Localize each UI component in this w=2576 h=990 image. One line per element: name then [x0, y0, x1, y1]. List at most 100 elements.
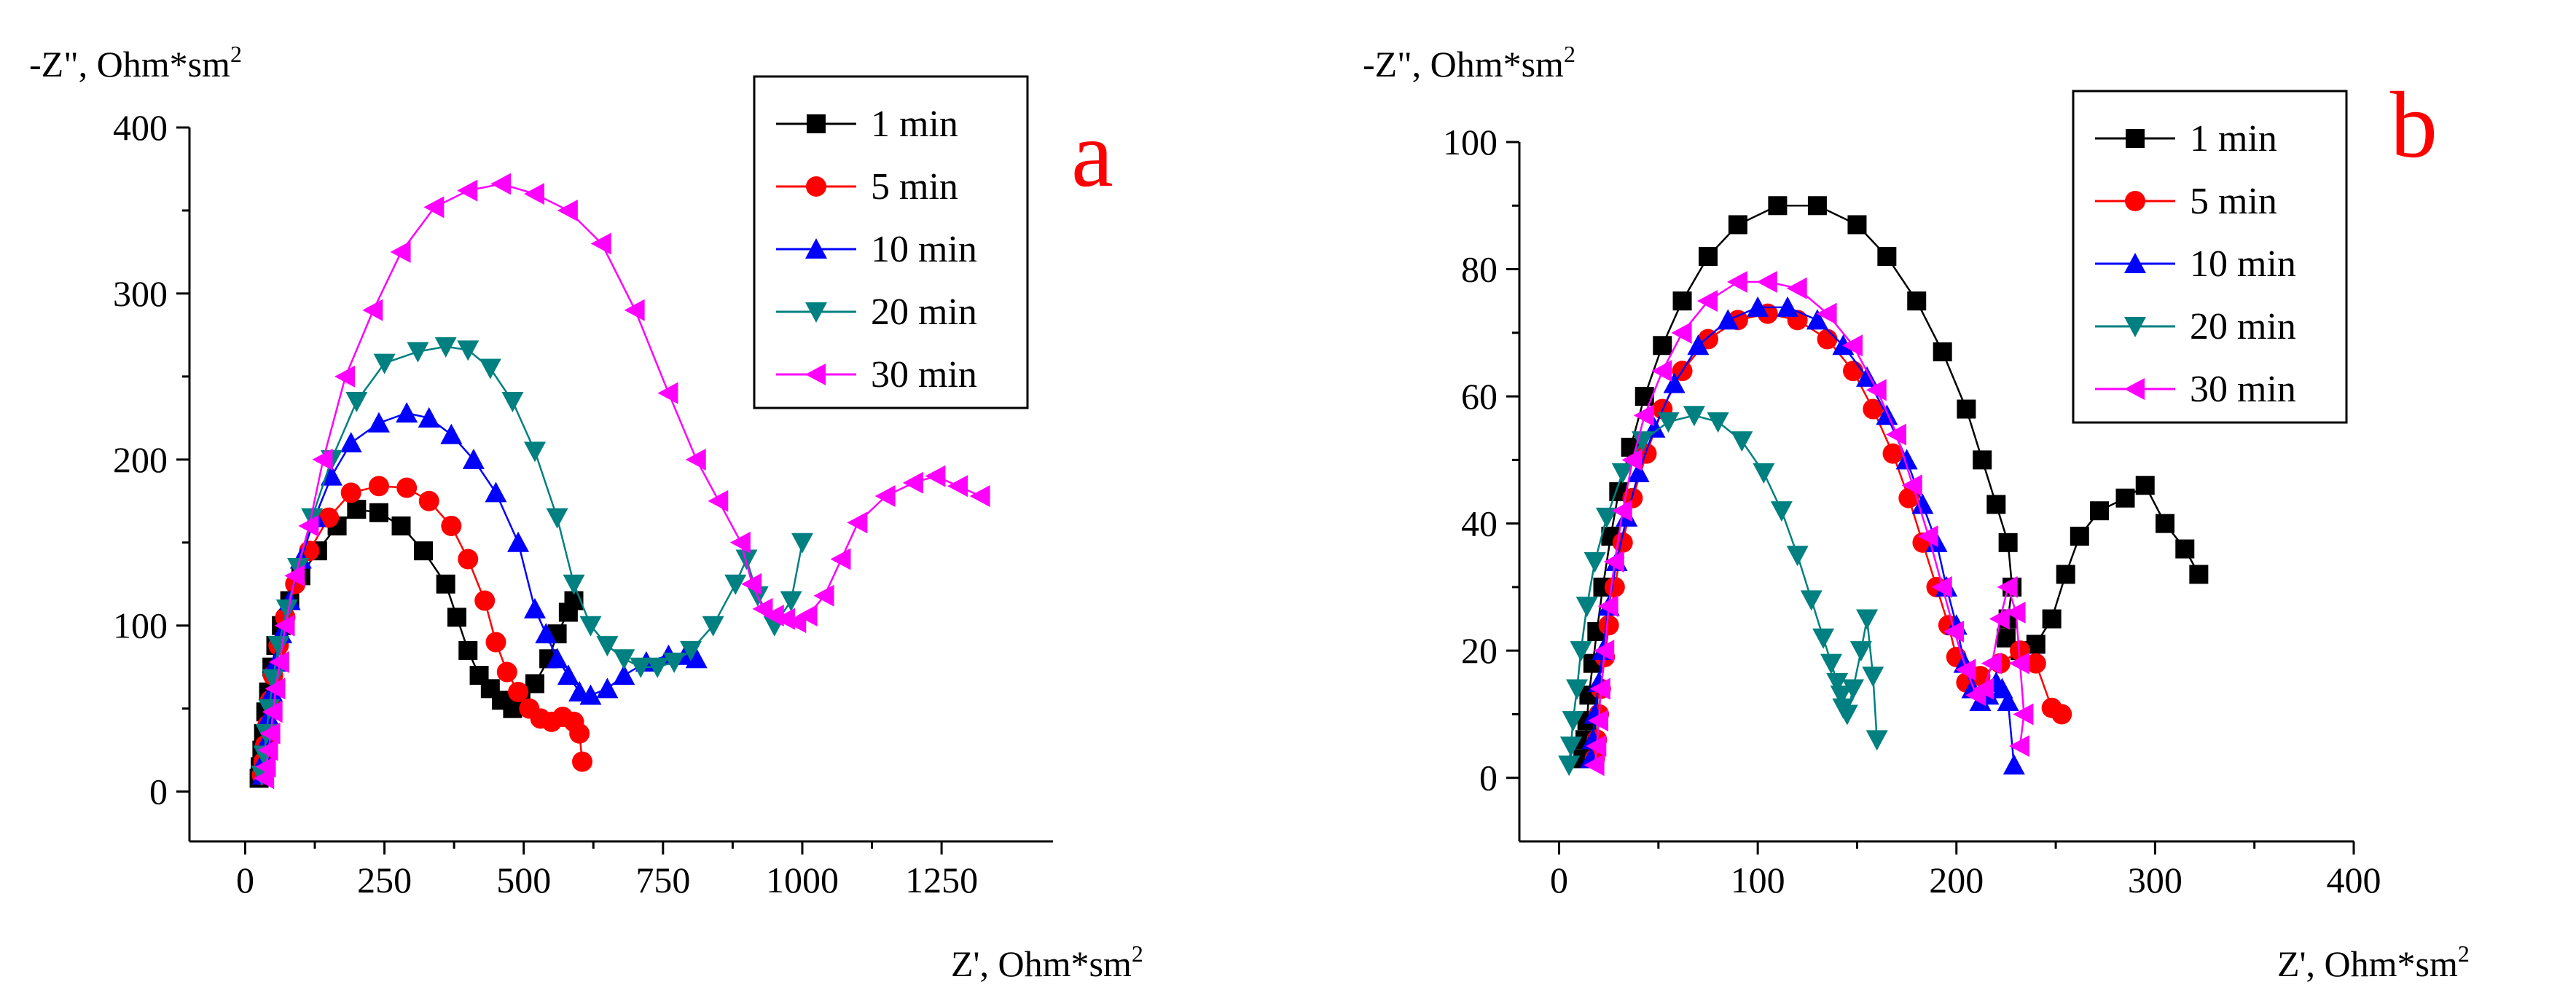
- panel-b-point-30-min: [1586, 735, 1607, 758]
- panel-b-x-tick-label: 200: [1929, 860, 1984, 900]
- panel-a-legend-label-30-min: 30 min: [871, 354, 977, 396]
- panel-a-point-20-min: [579, 616, 602, 637]
- panel-b-y-tick-label: 80: [1461, 249, 1498, 290]
- panel-b-point-30-min: [1633, 404, 1654, 427]
- panel-b-point-1-min: [2056, 565, 2075, 584]
- panel-a-legend-marker-20-min: [805, 302, 827, 323]
- panel-b-point-20-min: [1575, 597, 1598, 618]
- panel-b-point-1-min: [1653, 336, 1672, 355]
- panel-b-point-1-min: [2156, 514, 2175, 533]
- panel-b-point-10-min: [1747, 296, 1769, 317]
- panel-a-point-20-min: [457, 340, 479, 361]
- panel-a-point-30-min: [902, 471, 923, 494]
- panel-b-point-1-min: [2042, 609, 2062, 629]
- panel-b-point-30-min: [1611, 500, 1632, 522]
- panel-b-point-20-min: [1558, 755, 1581, 777]
- panel-b-point-30-min: [1989, 608, 2010, 630]
- panel-a-point-10-min: [557, 664, 579, 685]
- panel-b-legend-marker-20-min: [2124, 317, 2146, 337]
- panel-b-point-30-min: [1756, 271, 1777, 293]
- panel-b-point-1-min: [2135, 476, 2155, 495]
- panel-b-point-30-min: [1981, 652, 2002, 675]
- panel-a-point-30-min: [362, 299, 383, 321]
- panel-a-point-30-min: [874, 484, 896, 507]
- panel-b-point-30-min: [1597, 595, 1618, 618]
- panel-b-point-20-min: [1707, 412, 1729, 433]
- panel-b-point-30-min: [1901, 474, 1922, 497]
- panel-a-point-10-min: [596, 677, 619, 699]
- panel-b-point-10-min: [1832, 334, 1855, 355]
- panel-b-x-tick-label: 0: [1550, 860, 1568, 900]
- panel-a-point-30-min: [969, 484, 990, 507]
- panel-a-point-10-min: [418, 406, 440, 428]
- panel-a-legend-label-1-min: 1 min: [871, 103, 958, 145]
- panel-a-x-tick-label: 0: [236, 860, 254, 900]
- panel-a-point-30-min: [334, 365, 356, 388]
- panel-a-point-30-min: [947, 475, 968, 498]
- panel-b-point-5-min: [1863, 398, 1884, 420]
- panel-a-x-axis-title: Z', Ohm*sm2: [951, 940, 1143, 984]
- panel-b-point-1-min: [1768, 196, 1788, 216]
- panel-b-point-30-min: [1997, 575, 2018, 598]
- panel-b-point-30-min: [1917, 525, 1938, 548]
- panel-b-point-1-min: [1728, 215, 1747, 235]
- panel-a-point-20-min: [373, 353, 396, 374]
- panel-a-point-10-min: [685, 648, 708, 669]
- panel-a-point-5-min: [368, 476, 389, 497]
- panel-a-point-20-min: [780, 591, 802, 612]
- panel-a-point-10-min: [546, 648, 568, 669]
- panel-a-point-30-min: [729, 531, 751, 554]
- panel-b-y-tick-label: 0: [1479, 758, 1498, 798]
- panel-b-point-10-min: [1997, 691, 2019, 711]
- panel-a-point-30-min: [423, 196, 445, 219]
- panel-b-point-10-min: [1777, 296, 1799, 317]
- panel-a-point-20-min: [646, 657, 669, 678]
- panel-b-point-20-min: [1562, 711, 1584, 732]
- panel-a-point-10-min: [340, 432, 362, 453]
- panel-b-point-30-min: [1943, 621, 1965, 643]
- panel-b-point-30-min: [1651, 360, 1672, 382]
- panel-b-point-20-min: [1849, 641, 1872, 662]
- panel-a-x-tick-label: 750: [635, 860, 690, 900]
- panel-b-point-20-min: [1800, 590, 1823, 611]
- panel-a-point-30-min: [925, 465, 946, 487]
- panel-b-point-30-min: [1588, 710, 1609, 732]
- panel-a-point-20-min: [267, 636, 290, 657]
- panel-a-point-20-min: [702, 616, 724, 637]
- panel-b-legend-marker-5-min: [2125, 191, 2145, 211]
- panel-a-point-10-min: [440, 423, 463, 444]
- panel-b-point-1-min: [2189, 565, 2209, 584]
- panel-a-point-5-min: [458, 549, 479, 570]
- panel-a-point-5-min: [571, 751, 592, 772]
- panel-b-point-20-min: [1842, 679, 1864, 700]
- panel-a-y-tick-label: 200: [113, 439, 168, 480]
- panel-a-point-30-min: [259, 722, 281, 745]
- panel-b-point-30-min: [1955, 659, 1976, 681]
- panel-a-point-20-min: [345, 392, 368, 413]
- panel-b-point-20-min: [1657, 412, 1680, 433]
- panel-a-point-30-min: [284, 565, 305, 587]
- panel-b-point-20-min: [1820, 653, 1843, 675]
- panel-b-point-1-min: [2115, 488, 2135, 508]
- panel-a-point-10-min: [613, 664, 635, 685]
- panel-a-point-20-min: [630, 657, 652, 678]
- panel-b-point-10-min: [1876, 404, 1898, 425]
- panel-a-y-axis-title: -Z", Ohm*sm2: [29, 41, 242, 85]
- panel-a-point-20-min: [613, 649, 635, 670]
- panel-a-point-1-min: [447, 608, 466, 627]
- panel-b-point-30-min: [1885, 423, 1906, 446]
- panel-b-plot: 0 100 200 300 400 0 20 40 60 80 100 1 min 5 min 10 mi…: [1443, 90, 2381, 900]
- panel-a-point-20-min: [680, 640, 702, 661]
- panel-b-point-30-min: [2009, 652, 2029, 675]
- panel-b-point-20-min: [1786, 546, 1809, 567]
- panel-a-point-30-min: [274, 614, 295, 637]
- panel-b-point-20-min: [1583, 552, 1606, 573]
- panel-a-legend-label-10-min: 10 min: [871, 229, 977, 270]
- panel-b-point-20-min: [1826, 672, 1849, 694]
- panel-b-point-20-min: [1866, 730, 1888, 751]
- panel-b-point-10-min: [1627, 461, 1650, 482]
- panel-b-point-20-min: [1862, 667, 1884, 688]
- panel-b-point-1-min: [1635, 387, 1654, 406]
- panel-b-series-line-30-min: [1594, 280, 2025, 766]
